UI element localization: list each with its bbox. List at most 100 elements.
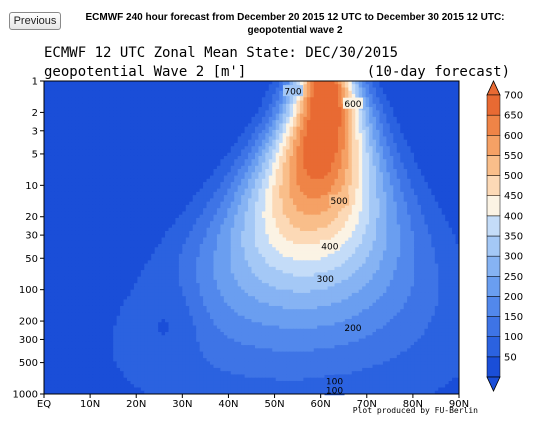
heatmap-cell	[92, 162, 97, 167]
heatmap-cell	[210, 126, 215, 131]
heatmap-cell	[196, 159, 201, 164]
heatmap-cell	[389, 142, 394, 147]
heatmap-cell	[71, 191, 76, 196]
heatmap-cell	[414, 178, 419, 183]
heatmap-cell	[158, 155, 163, 160]
heatmap-cell	[289, 191, 294, 196]
heatmap-cell	[178, 191, 183, 196]
chart-subtitle-right: (10-day forecast)	[367, 64, 510, 80]
heatmap-cell	[82, 162, 87, 167]
heatmap-cell	[230, 162, 235, 167]
heatmap-cell	[154, 152, 159, 157]
heatmap-cell	[102, 123, 107, 128]
heatmap-cell	[144, 185, 149, 190]
heatmap-cell	[161, 182, 166, 186]
heatmap-cell	[144, 107, 149, 111]
heatmap-cell	[199, 90, 204, 95]
heatmap-cell	[424, 191, 429, 196]
heatmap-cell	[151, 133, 156, 138]
heatmap-cell	[275, 172, 280, 177]
heatmap-cell	[61, 185, 66, 190]
heatmap-cell	[71, 175, 76, 180]
heatmap-cell	[199, 142, 204, 147]
heatmap-cell	[244, 155, 249, 160]
heatmap-cell	[220, 185, 225, 190]
heatmap-cell	[261, 185, 266, 190]
heatmap-cell	[324, 126, 329, 131]
heatmap-cell	[203, 103, 208, 108]
heatmap-cell	[434, 185, 439, 190]
heatmap-cell	[258, 120, 263, 124]
heatmap-cell	[57, 165, 62, 170]
heatmap-cell	[189, 182, 194, 186]
heatmap-cell	[241, 139, 246, 144]
heatmap-cell	[410, 116, 415, 121]
heatmap-cell	[355, 94, 360, 98]
heatmap-cell	[147, 198, 152, 203]
heatmap-cell	[358, 152, 363, 157]
heatmap-cell	[313, 198, 318, 203]
heatmap-cell	[64, 195, 69, 199]
heatmap-cell	[71, 188, 76, 193]
heatmap-cell	[306, 188, 311, 193]
heatmap-cell	[237, 81, 242, 85]
heatmap-cell	[165, 100, 170, 105]
heatmap-cell	[133, 139, 138, 144]
heatmap-cell	[403, 165, 408, 170]
heatmap-cell	[438, 81, 443, 85]
heatmap-cell	[289, 133, 294, 138]
heatmap-cell	[441, 175, 446, 180]
chart-subtitle-left: geopotential Wave 2 [m']	[44, 64, 246, 80]
heatmap-cell	[320, 103, 325, 108]
heatmap-cell	[376, 155, 381, 160]
heatmap-cell	[376, 107, 381, 111]
heatmap-cell	[192, 116, 197, 121]
heatmap-cell	[161, 94, 166, 98]
heatmap-cell	[44, 94, 49, 98]
heatmap-cell	[99, 139, 104, 144]
heatmap-cell	[78, 123, 83, 128]
heatmap-cell	[261, 155, 266, 160]
heatmap-cell	[369, 191, 374, 196]
heatmap-cell	[441, 149, 446, 154]
heatmap-cell	[386, 120, 391, 124]
heatmap-cell	[175, 182, 180, 186]
heatmap-cell	[196, 195, 201, 199]
heatmap-cell	[265, 129, 270, 134]
heatmap-cell	[192, 136, 197, 141]
heatmap-cell	[310, 107, 315, 111]
heatmap-cell	[227, 182, 232, 186]
heatmap-cell	[54, 81, 59, 85]
heatmap-cell	[306, 123, 311, 128]
heatmap-cell	[137, 120, 142, 124]
heatmap-cell	[113, 100, 118, 105]
heatmap-cell	[237, 155, 242, 160]
heatmap-cell	[178, 87, 183, 92]
previous-button[interactable]: Previous	[9, 12, 61, 30]
heatmap-cell	[434, 110, 439, 115]
heatmap-cell	[196, 81, 201, 85]
heatmap-cell	[234, 182, 239, 186]
heatmap-cell	[85, 172, 90, 177]
heatmap-cell	[61, 169, 66, 173]
heatmap-cell	[424, 195, 429, 199]
heatmap-cell	[57, 182, 62, 186]
heatmap-cell	[216, 110, 221, 115]
heatmap-cell	[362, 188, 367, 193]
heatmap-cell	[116, 178, 121, 183]
heatmap-cell	[88, 129, 94, 134]
heatmap-cell	[420, 136, 426, 141]
heatmap-cell	[234, 107, 239, 111]
heatmap-cell	[158, 188, 163, 193]
heatmap-cell	[120, 136, 125, 141]
heatmap-cell	[147, 136, 152, 141]
heatmap-cell	[185, 133, 190, 138]
heatmap-cell	[331, 165, 336, 170]
heatmap-cell	[448, 155, 453, 160]
heatmap-cell	[455, 185, 459, 190]
heatmap-cell	[272, 182, 277, 186]
heatmap-cell	[223, 185, 228, 190]
heatmap-cell	[331, 139, 336, 144]
heatmap-cell	[272, 159, 277, 164]
heatmap-cell	[386, 87, 391, 92]
